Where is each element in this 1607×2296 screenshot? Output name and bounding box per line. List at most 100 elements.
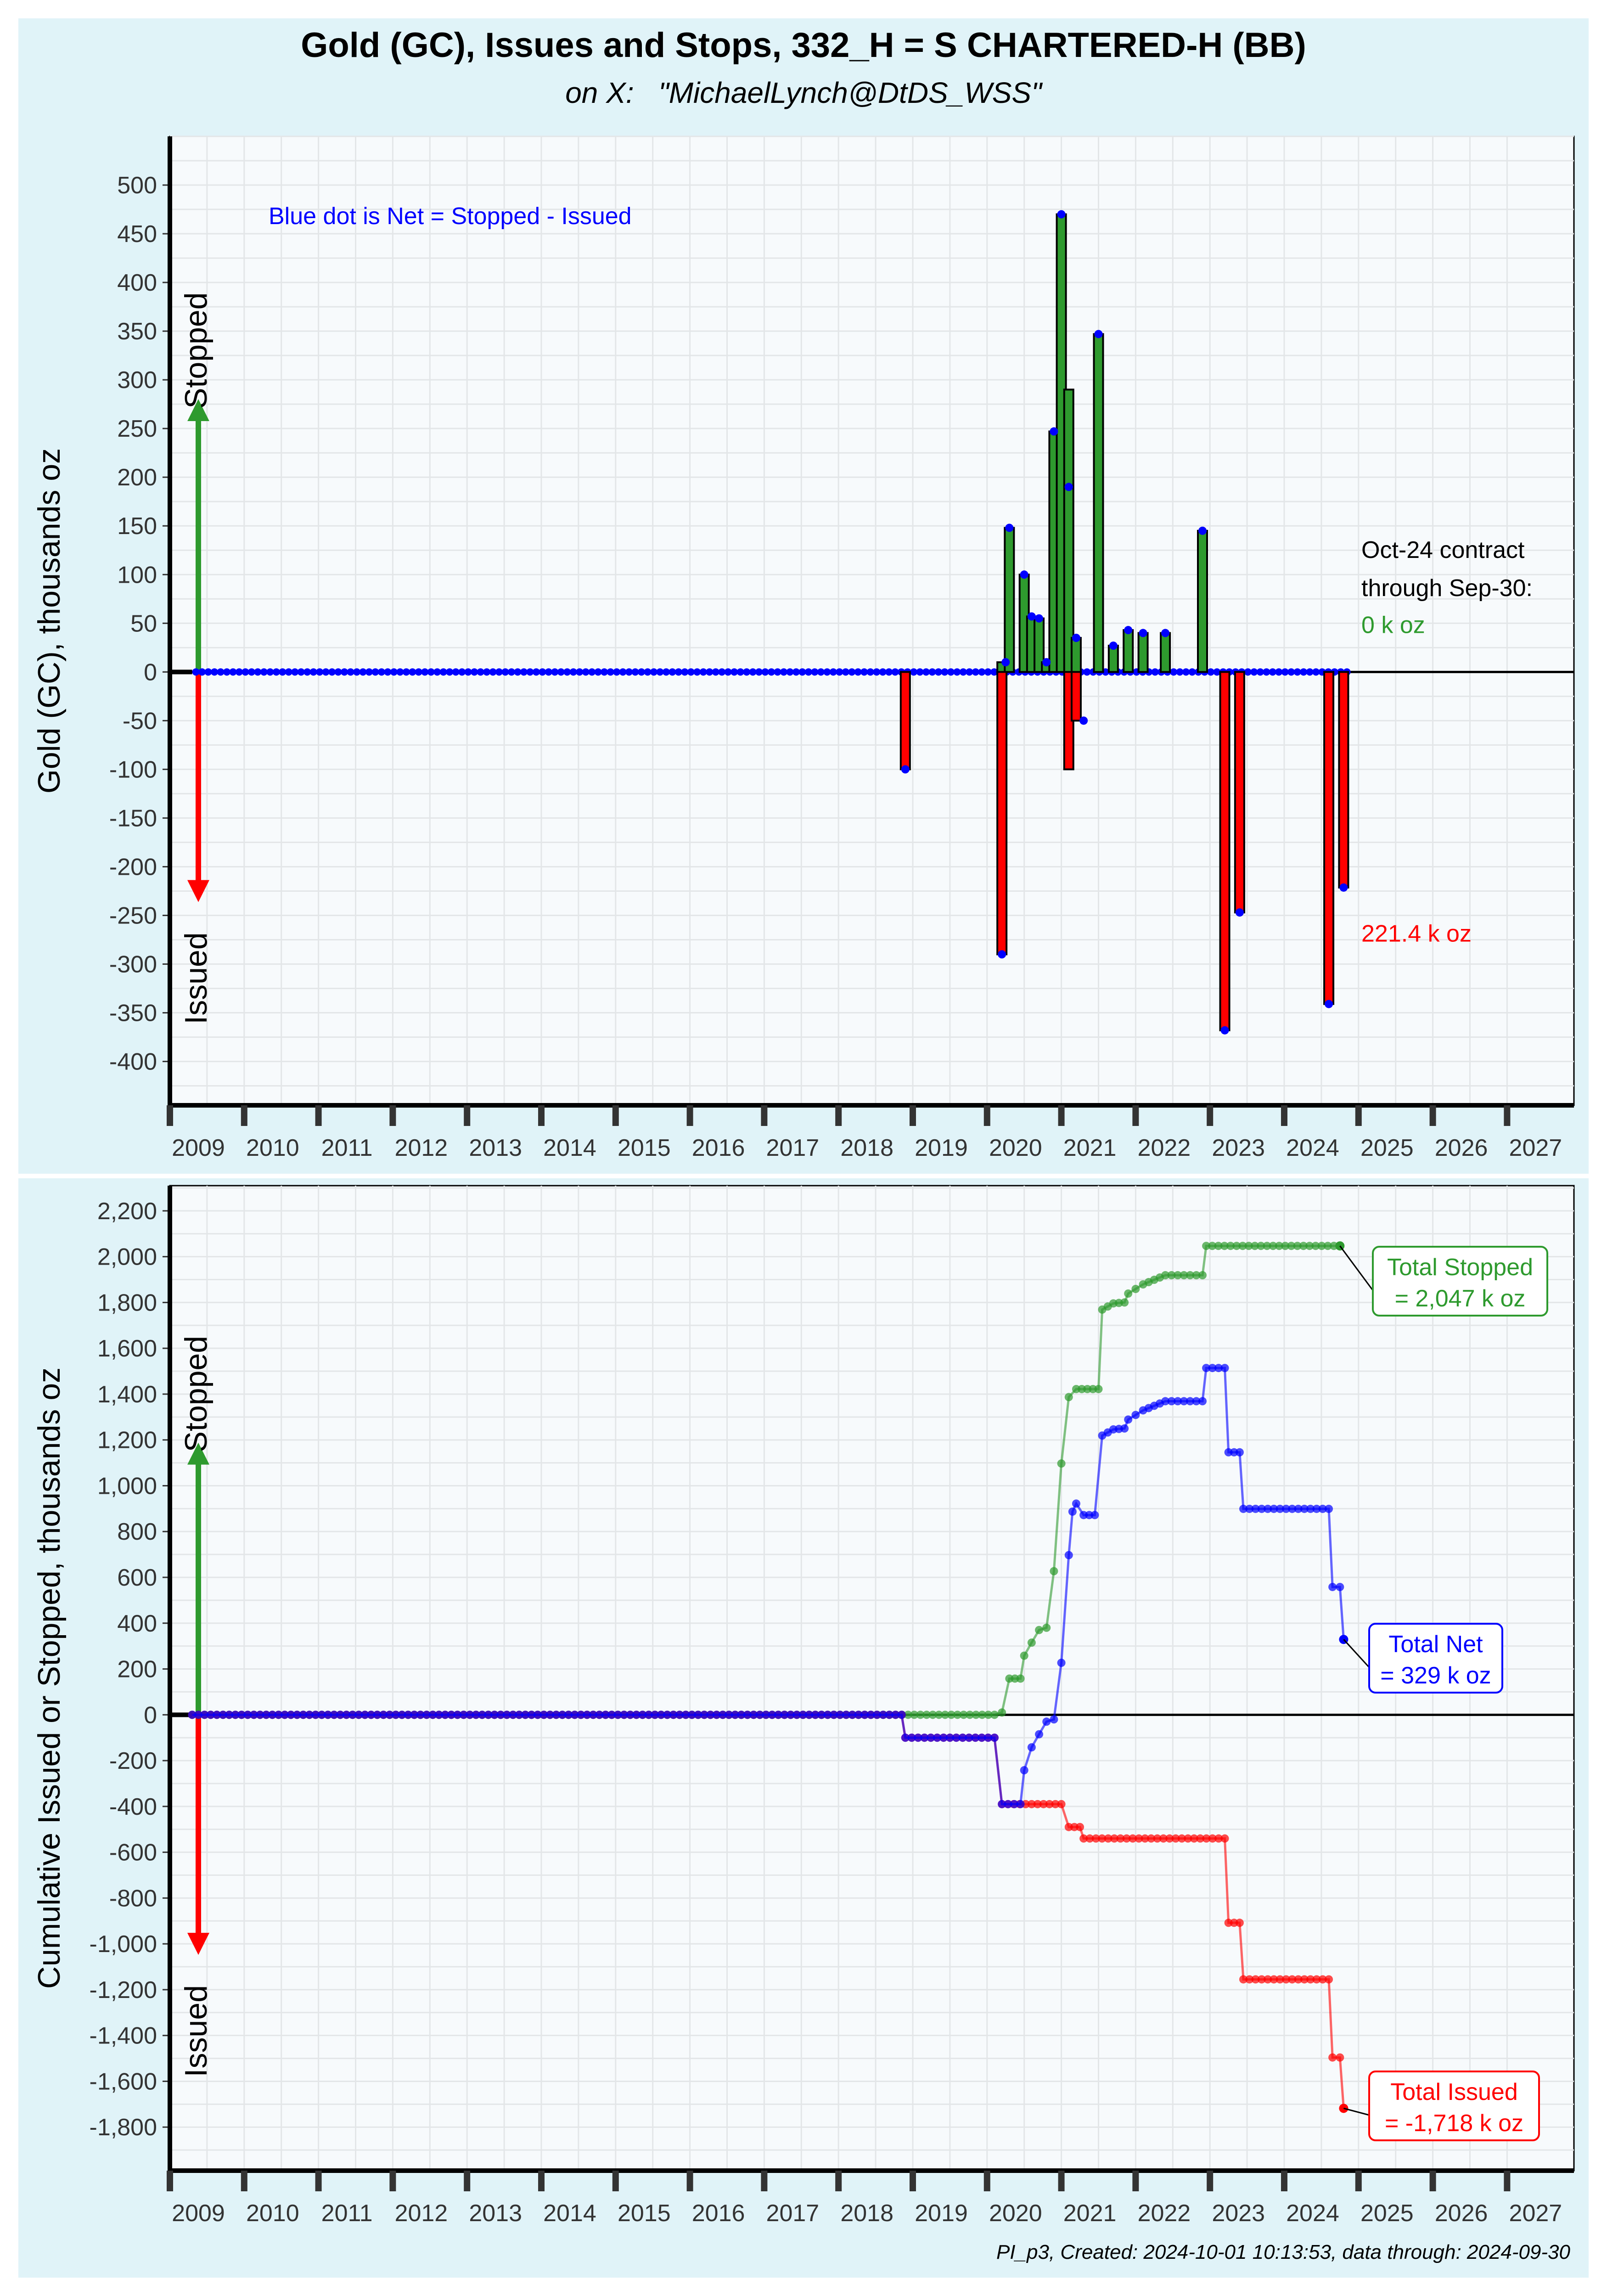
stopped-cumulative-point — [1180, 1271, 1188, 1280]
net-cumulative-point — [1245, 1504, 1254, 1513]
net-cumulative-point — [1064, 1551, 1073, 1559]
issued-cumulative-point — [1110, 1834, 1118, 1843]
issued-cumulative-point — [1328, 2053, 1337, 2062]
stopped-cumulative-point — [1281, 1242, 1290, 1250]
net-cumulative-point — [823, 1711, 832, 1719]
net-dot — [1339, 883, 1348, 892]
stopped-bar — [1004, 527, 1015, 673]
bottom-xtick-label-2017: 2017 — [766, 2200, 820, 2227]
net-cumulative-point — [780, 1711, 789, 1719]
net-cumulative-point — [1016, 1800, 1025, 1808]
stopped-cumulative-point — [1226, 1242, 1235, 1250]
stopped-cumulative-point — [1299, 1242, 1308, 1250]
bottom-xtick-label-2026: 2026 — [1435, 2200, 1488, 2227]
net-dot-zero — [483, 668, 491, 676]
stopped-cumulative-point — [1220, 1242, 1229, 1250]
net-dot-zero — [477, 668, 484, 676]
net-dot-zero — [656, 668, 664, 676]
net-cumulative-point — [595, 1711, 604, 1719]
net-cumulative-point — [1035, 1730, 1044, 1739]
net-dot-zero — [545, 668, 552, 676]
net-cumulative-point — [589, 1711, 597, 1719]
stopped-bar — [1063, 388, 1074, 673]
bottom-xtick-label-2024: 2024 — [1286, 2200, 1339, 2227]
stopped-cumulative-point — [978, 1711, 987, 1719]
net-cumulative-point — [1120, 1424, 1129, 1433]
net-cumulative-point — [391, 1711, 400, 1719]
net-dot — [1325, 1000, 1333, 1008]
net-cumulative-point — [939, 1733, 948, 1742]
issued-cumulative-point — [1325, 1975, 1333, 1984]
stopped-cumulative-point — [1244, 1242, 1253, 1250]
net-dot-zero — [421, 668, 429, 676]
net-dot-zero — [941, 668, 949, 676]
net-dot-zero — [297, 668, 305, 676]
net-dot-zero — [1170, 668, 1178, 676]
net-cumulative-point — [945, 1733, 954, 1742]
net-dot-zero — [1182, 668, 1190, 676]
bottom-ytick-label: 1,400 — [97, 1381, 157, 1408]
net-dot-zero — [650, 668, 657, 676]
net-dot-zero — [242, 668, 249, 676]
net-cumulative-point — [194, 1711, 202, 1719]
net-cumulative-point — [657, 1711, 665, 1719]
net-dot-zero — [619, 668, 627, 676]
net-dot-zero — [353, 668, 361, 676]
net-dot-zero — [458, 668, 466, 676]
bottom-xtick-label-2013: 2013 — [469, 2200, 522, 2227]
net-dot — [1020, 570, 1028, 579]
issued-cumulative-point — [1098, 1834, 1107, 1843]
top-xtick-label-2009: 2009 — [172, 1135, 225, 1161]
stopped-cumulative-point — [1293, 1242, 1302, 1250]
net-dot-zero — [309, 668, 317, 676]
issued-cumulative-point — [1312, 1975, 1321, 1984]
issued-cumulative-point — [1033, 1800, 1042, 1808]
stopped-cumulative-point — [1263, 1242, 1271, 1250]
stopped-cumulative-point — [1035, 1626, 1044, 1634]
net-dot — [1094, 330, 1103, 338]
net-cumulative-point — [583, 1711, 591, 1719]
stopped-cumulative-point — [953, 1711, 962, 1719]
stopped-label-connector — [1339, 1245, 1374, 1291]
net-dot-zero — [1287, 668, 1295, 676]
net-dot-zero — [1269, 668, 1276, 676]
net-dot-zero — [860, 668, 868, 676]
bottom-xtick-label-2027: 2027 — [1509, 2200, 1562, 2227]
net-cumulative-point — [1270, 1504, 1278, 1513]
net-label-line2: = 329 k oz — [1380, 1662, 1491, 1689]
net-dot-zero — [842, 668, 849, 676]
net-dot-zero — [551, 668, 559, 676]
net-cumulative-point — [848, 1711, 857, 1719]
net-dot — [1139, 629, 1147, 637]
net-cumulative-point — [564, 1711, 573, 1719]
bottom-ytick-label: -200 — [109, 1748, 157, 1774]
stopped-cumulative-point — [910, 1711, 919, 1719]
net-dot-zero — [873, 668, 881, 676]
net-cumulative-point — [854, 1711, 863, 1719]
net-dot-zero — [1250, 668, 1258, 676]
net-dot-zero — [966, 668, 973, 676]
issued-cumulative-point — [1057, 1800, 1066, 1808]
net-dot-zero — [427, 668, 435, 676]
net-cumulative-point — [422, 1711, 431, 1719]
net-cumulative-point — [466, 1711, 474, 1719]
top-stopped-arrow-label: Stopped — [179, 293, 214, 409]
issued-cumulative-point — [1208, 1834, 1217, 1843]
bottom-xtick-label-2014: 2014 — [543, 2200, 596, 2227]
top-ytick-label: 100 — [117, 562, 157, 588]
issued-cumulative-point — [1288, 1975, 1297, 1984]
net-cumulative-point — [762, 1711, 770, 1719]
net-dot-zero — [669, 668, 676, 676]
net-dot-zero — [829, 668, 837, 676]
stopped-cumulative-point — [928, 1711, 937, 1719]
net-dot-zero — [192, 668, 200, 676]
net-cumulative-point — [385, 1711, 394, 1719]
top-ytick-label: -150 — [109, 805, 157, 832]
net-cumulative-point — [681, 1711, 690, 1719]
bottom-ytick-label: -400 — [109, 1794, 157, 1820]
bottom-ytick-label: 800 — [117, 1519, 157, 1545]
net-cumulative-point — [552, 1711, 561, 1719]
net-dot-zero — [223, 668, 231, 676]
net-cumulative-point — [1010, 1800, 1019, 1808]
